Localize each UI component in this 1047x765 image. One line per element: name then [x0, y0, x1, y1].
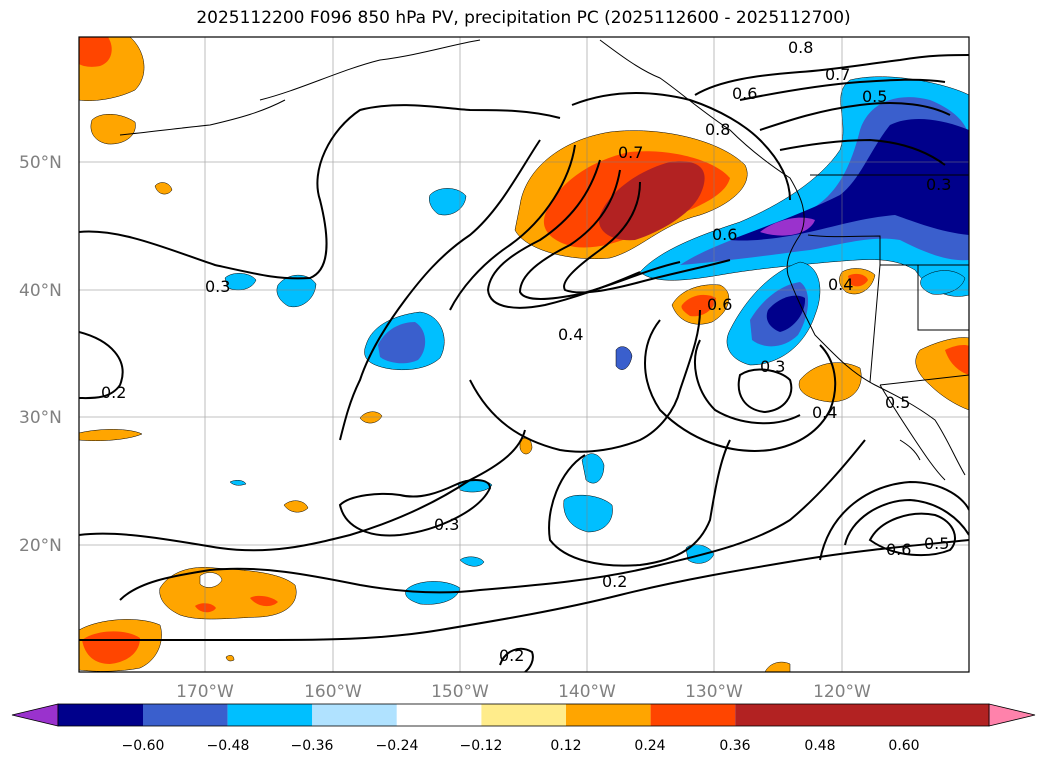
colorbar-segment — [312, 704, 397, 726]
contour-label: 0.6 — [732, 84, 757, 103]
colorbar-tick: −0.60 — [122, 738, 165, 754]
contour-label: 0.7 — [618, 143, 643, 162]
colorbar-tick: 0.24 — [634, 738, 665, 754]
colorbar-tick: 0.12 — [550, 738, 581, 754]
contour-label: 0.4 — [558, 325, 583, 344]
colorbar-tick: −0.48 — [207, 738, 250, 754]
lat-label-20n: 20°N — [19, 536, 62, 556]
contour-label: 0.5 — [862, 87, 887, 106]
map-title: 2025112200 F096 850 hPa PV, precipitatio… — [196, 8, 851, 28]
colorbar: −0.60 −0.48 −0.36 −0.24 −0.12 0.12 0.24 … — [11, 703, 1036, 754]
lon-label-130w: 130°W — [685, 682, 743, 702]
lon-label-150w: 150°W — [431, 682, 489, 702]
lat-label-40n: 40°N — [19, 281, 62, 301]
lon-label-140w: 140°W — [558, 682, 616, 702]
colorbar-tick: −0.36 — [291, 738, 334, 754]
contour-label: 0.8 — [788, 38, 813, 57]
colorbar-segment — [396, 704, 482, 726]
colorbar-extend-high — [988, 703, 1036, 727]
colorbar-segment — [227, 704, 313, 726]
colorbar-tick: 0.48 — [804, 738, 835, 754]
latitude-labels: 50°N 40°N 30°N 20°N — [19, 153, 62, 556]
colorbar-segment — [650, 704, 736, 726]
contour-labels: 0.8 0.7 0.6 0.5 0.8 0.7 0.3 0.6 0.3 0.4 … — [101, 38, 951, 665]
contour-label: 0.8 — [705, 120, 730, 139]
lat-label-50n: 50°N — [19, 153, 62, 173]
colorbar-segment — [566, 704, 651, 726]
longitude-labels: 170°W 160°W 150°W 140°W 130°W 120°W — [176, 682, 871, 702]
contour-label: 0.5 — [924, 534, 949, 553]
lon-label-160w: 160°W — [304, 682, 362, 702]
colorbar-frame — [57, 703, 990, 727]
lat-label-30n: 30°N — [19, 408, 62, 428]
contour-label: 0.5 — [885, 393, 910, 412]
contour-label: 0.7 — [825, 65, 850, 84]
lon-label-170w: 170°W — [176, 682, 234, 702]
gridlines — [79, 37, 969, 672]
colorbar-segment — [735, 704, 989, 726]
lon-label-120w: 120°W — [813, 682, 871, 702]
contour-label: 0.4 — [812, 403, 837, 422]
colorbar-extend-low — [11, 703, 59, 727]
contour-label: 0.3 — [434, 515, 459, 534]
pv-contours — [79, 54, 969, 672]
contour-label: 0.3 — [926, 175, 951, 194]
colorbar-tick: −0.12 — [460, 738, 503, 754]
contour-label: 0.3 — [205, 277, 230, 296]
contour-label: 0.6 — [707, 295, 732, 314]
contour-label: 0.3 — [760, 357, 785, 376]
contour-label: 0.4 — [828, 275, 853, 294]
colorbar-segment — [481, 704, 566, 726]
contour-label: 0.2 — [499, 646, 524, 665]
colorbar-tick: 0.36 — [719, 738, 750, 754]
map-frame — [78, 36, 970, 673]
contour-label: 0.6 — [886, 540, 911, 559]
contour-label: 0.2 — [602, 572, 627, 591]
colorbar-tick: −0.24 — [376, 738, 419, 754]
colorbar-segment — [143, 704, 228, 726]
contour-label: 0.6 — [712, 225, 737, 244]
contour-label: 0.2 — [101, 383, 126, 402]
colorbar-tick: 0.60 — [888, 738, 919, 754]
colorbar-segment — [58, 704, 143, 726]
map-area: 0.8 0.7 0.6 0.5 0.8 0.7 0.3 0.6 0.3 0.4 … — [79, 37, 969, 672]
